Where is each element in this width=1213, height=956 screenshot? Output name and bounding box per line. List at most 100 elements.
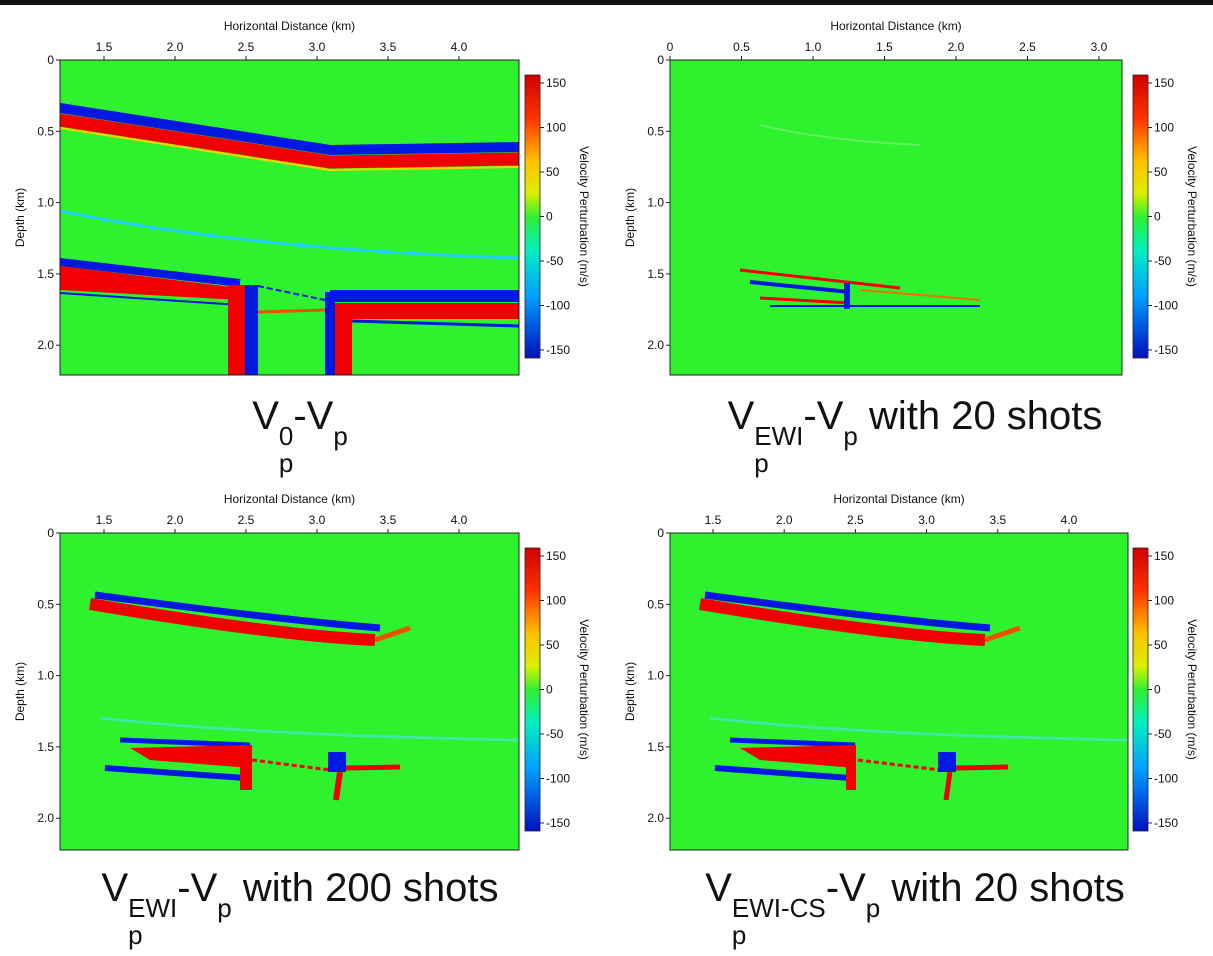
plot-frame	[669, 59, 1123, 376]
plot-frame	[59, 59, 520, 376]
x-tick-label: 1.5	[876, 40, 893, 54]
colorbar-tick-label: 100	[1154, 121, 1174, 135]
x-tick-label: 4.0	[451, 513, 468, 527]
colorbar-tick-label: 0	[546, 683, 553, 697]
colorbar-tick-label: 0	[1154, 683, 1161, 697]
colorbar-tick-label: 50	[1154, 638, 1168, 652]
caption-part: p	[278, 448, 294, 479]
caption-part: p	[731, 920, 747, 951]
colorbar-tick-label: -150	[546, 816, 570, 830]
y-axis-label: Depth (km)	[13, 188, 27, 247]
y-axis-label: Depth (km)	[623, 662, 637, 721]
y-tick-label: 0	[657, 526, 664, 540]
caption-part: p	[754, 448, 769, 479]
colorbar	[1132, 74, 1149, 359]
colorbar-tick-label: 150	[546, 549, 566, 563]
caption-part: p	[843, 421, 858, 452]
caption-part: with 20 shots	[857, 394, 1103, 438]
colorbar-tick-label: -50	[546, 727, 564, 741]
x-tick-label: 1.5	[96, 513, 113, 527]
colorbar-tick-label: -100	[1154, 299, 1178, 313]
x-tick-label: 2.5	[1019, 40, 1036, 54]
x-tick-label: 3.5	[380, 513, 397, 527]
x-tick-label: 3.5	[989, 513, 1006, 527]
script-stack: p	[865, 893, 881, 924]
colorbar-tick-label: 50	[546, 638, 560, 652]
caption-part: -V	[293, 394, 334, 438]
script-stack: p EWI	[754, 422, 803, 479]
plot-frame	[59, 532, 520, 851]
image-ewi-cs-20	[670, 533, 1128, 850]
x-tick-label: 2.0	[167, 513, 184, 527]
y-tick-label: 1.0	[37, 669, 54, 683]
x-tick-label: 3.0	[309, 513, 326, 527]
y-tick-label: 1.5	[37, 740, 54, 754]
x-tick-label: 4.0	[1061, 513, 1078, 527]
colorbar	[1132, 547, 1149, 832]
caption-part: with 20 shots	[880, 866, 1125, 910]
x-tick-label: 3.0	[309, 40, 326, 54]
caption-part: -V	[177, 866, 218, 910]
colorbar-tick-label: -100	[1154, 772, 1178, 786]
x-tick-label: 2.5	[847, 513, 864, 527]
colorbar-label: Velocity Perturbation (m/s)	[1185, 619, 1199, 760]
x-tick-label: 2.0	[776, 513, 793, 527]
x-tick-label: 2.5	[238, 40, 255, 54]
y-tick-label: 1.5	[647, 740, 664, 754]
colorbar-label: Velocity Perturbation (m/s)	[1185, 146, 1199, 287]
x-axis-label: Horizontal Distance (km)	[224, 492, 355, 506]
x-axis-label: Horizontal Distance (km)	[830, 19, 961, 33]
y-tick-label: 0	[47, 53, 54, 67]
colorbar-label: Velocity Perturbation (m/s)	[577, 146, 591, 287]
x-axis-label: Horizontal Distance (km)	[833, 492, 964, 506]
caption-part: p	[333, 421, 348, 452]
y-tick-label: 0.5	[37, 597, 54, 611]
image-ewi-20	[670, 60, 1122, 375]
colorbar-tick-label: 0	[546, 210, 553, 224]
colorbar-tick-label: 150	[546, 76, 566, 90]
colorbar-tick-label: -150	[1154, 343, 1178, 357]
x-tick-label: 1.0	[805, 40, 822, 54]
colorbar-tick-label: -150	[1154, 816, 1178, 830]
colorbar-tick-label: -50	[1154, 254, 1172, 268]
y-tick-label: 0	[47, 526, 54, 540]
caption-part: -V	[803, 394, 844, 438]
y-tick-label: 2.0	[647, 811, 664, 825]
colorbar-tick-label: -50	[1154, 727, 1172, 741]
colorbar-tick-label: 100	[546, 594, 566, 608]
x-tick-label: 0.5	[733, 40, 750, 54]
script-stack: p EWI-CS	[731, 893, 826, 951]
image-true	[60, 60, 519, 375]
caption-part: EWI	[128, 893, 178, 924]
y-tick-label: 1.0	[37, 196, 54, 210]
x-tick-label: 2.5	[238, 513, 255, 527]
caption-part: V	[705, 866, 732, 910]
x-tick-label: 3.0	[1091, 40, 1108, 54]
script-stack: p	[843, 421, 858, 452]
colorbar-tick-label: 0	[1154, 210, 1161, 224]
colorbar-label: Velocity Perturbation (m/s)	[577, 619, 591, 760]
x-tick-label: 3.5	[380, 40, 397, 54]
x-tick-label: 0	[667, 40, 674, 54]
script-stack: p	[333, 421, 348, 452]
x-tick-label: 2.0	[948, 40, 965, 54]
y-tick-label: 2.0	[647, 338, 664, 352]
caption-part: EWI-CS	[731, 893, 826, 924]
script-stack: p EWI	[128, 893, 178, 950]
top-bar	[0, 0, 1213, 5]
y-tick-label: 2.0	[37, 338, 54, 352]
caption-part: p	[865, 893, 881, 924]
caption-part: V	[252, 394, 279, 438]
y-tick-label: 2.0	[37, 811, 54, 825]
colorbar-tick-label: 150	[1154, 549, 1174, 563]
plot-frame	[669, 532, 1129, 851]
y-tick-label: 1.0	[647, 196, 664, 210]
caption-part: with 200 shots	[231, 866, 499, 910]
colorbar	[524, 74, 541, 359]
